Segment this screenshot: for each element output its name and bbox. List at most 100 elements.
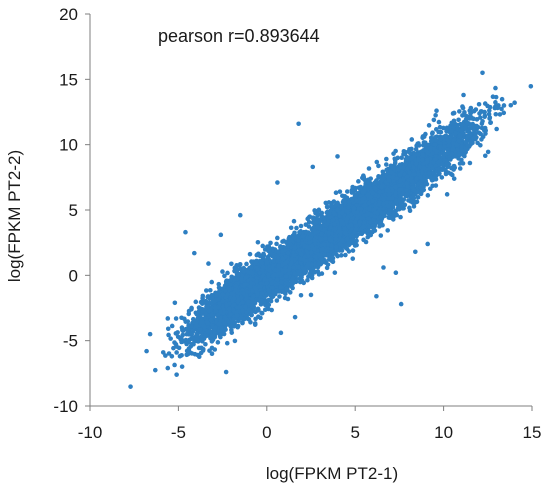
data-point [366,166,372,171]
data-point [209,339,215,344]
data-point [305,277,310,283]
data-point [264,260,270,265]
data-point [314,219,320,225]
data-point [278,284,284,290]
data-point [184,331,189,337]
data-point [299,274,304,280]
data-point [233,283,239,289]
data-point [274,298,280,303]
data-point [288,237,294,243]
data-point [200,295,205,301]
data-point [289,260,294,266]
data-point [239,276,244,282]
data-point [278,245,283,250]
data-point [264,281,269,286]
data-point [300,234,306,239]
data-point [296,237,301,243]
data-point [166,332,171,338]
data-point [323,236,328,241]
data-point [346,249,352,254]
data-point [276,263,281,269]
data-point [259,291,265,296]
data-point [279,279,284,285]
data-point [193,299,199,305]
data-point [260,264,266,270]
data-point [244,261,249,267]
data-point [200,333,205,338]
data-point [284,286,289,292]
data-point [219,326,224,331]
data-point [169,323,175,329]
data-point [203,333,209,338]
data-point [287,241,293,247]
data-point [313,254,318,259]
data-point [218,309,223,314]
data-point [311,216,316,222]
data-point [289,281,295,287]
data-point [172,340,177,345]
data-point [190,336,196,341]
data-point [274,241,279,247]
data-point [236,272,241,278]
data-point [343,252,348,258]
data-point [271,258,276,264]
data-point [233,287,238,293]
data-point [249,259,254,264]
data-point [200,309,206,314]
data-point [215,340,221,345]
data-point [254,252,260,258]
data-point [305,261,311,267]
data-point [217,321,222,327]
data-point [309,275,315,281]
data-point [189,323,194,329]
data-point [365,234,371,240]
data-point [241,269,246,274]
data-point [153,367,158,373]
data-point [282,261,288,266]
data-point [229,327,234,333]
data-point [212,298,217,304]
data-point [290,285,295,291]
data-point [176,345,182,351]
data-point [267,267,273,273]
data-point [268,298,274,304]
data-point [174,350,179,355]
data-point [172,362,177,368]
data-point [333,190,339,195]
data-point [177,353,183,359]
data-point [292,245,298,251]
data-point [297,229,302,235]
data-point [238,315,244,321]
data-point [220,269,225,274]
data-point [298,292,304,298]
data-point [393,148,398,154]
data-point [212,325,218,330]
data-point [276,249,281,255]
data-point [297,279,303,285]
data-point [237,261,243,267]
data-point [293,278,299,284]
data-point [356,179,361,184]
data-point [259,298,265,304]
data-point [240,308,245,313]
data-point [228,323,234,329]
data-point [224,278,229,283]
data-point [269,285,275,290]
data-point [385,228,390,233]
data-point [344,189,350,194]
data-point [215,297,221,302]
data-point [231,316,237,322]
data-point [257,284,263,289]
data-point [194,311,200,317]
data-point [191,342,196,347]
data-point [209,279,215,285]
data-point [200,301,205,306]
data-point [220,286,226,292]
data-point [294,225,299,231]
data-point [227,287,232,293]
data-point [292,271,298,276]
data-point [208,317,214,323]
data-point [166,351,172,356]
data-point [209,312,215,318]
